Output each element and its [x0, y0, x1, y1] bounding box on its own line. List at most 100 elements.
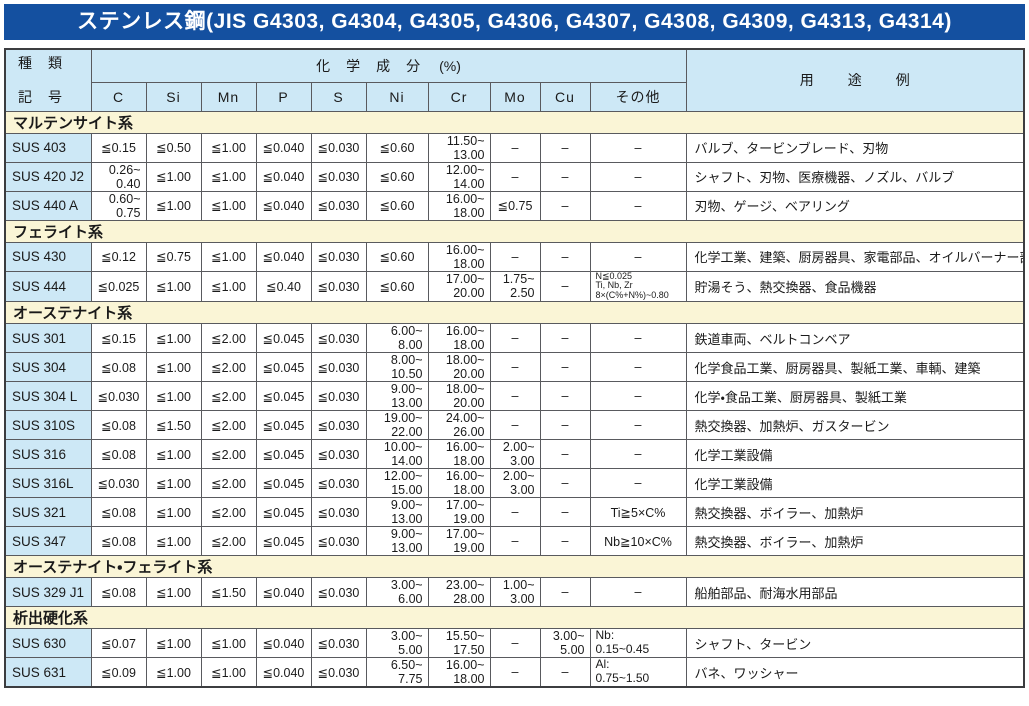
cell-c: ≦0.08 — [90, 526, 147, 557]
cell-other: – — [589, 190, 687, 221]
usage: 貯湯そう、熱交換器、食品機器 — [685, 270, 1025, 303]
cell-si: ≦1.00 — [145, 468, 202, 499]
kind-top-label: 種 類 — [18, 55, 63, 72]
cell-c: ≦0.15 — [90, 323, 147, 354]
cell-cu: – — [539, 352, 591, 383]
cell-p: ≦0.040 — [255, 190, 312, 221]
col-header-その他: その他 — [589, 81, 687, 112]
cell-c: 0.60~ 0.75 — [90, 190, 147, 221]
cell-ni: 6.00~ 8.00 — [365, 323, 429, 354]
cell-p: ≦0.40 — [255, 270, 312, 303]
cell-si: ≦1.00 — [145, 577, 202, 608]
cell-s: ≦0.030 — [310, 381, 367, 412]
col-header-cu: Cu — [539, 81, 591, 112]
cell-mn: ≦2.00 — [200, 468, 257, 499]
cell-s: ≦0.030 — [310, 526, 367, 557]
cell-si: ≦1.00 — [145, 497, 202, 528]
cell-ni: ≦0.60 — [365, 132, 429, 163]
table-body: マルテンサイト系 SUS 403 ≦0.15 ≦0.50 ≦1.00 ≦0.040 ≦0.0… — [4, 110, 1025, 688]
cell-ni: ≦0.60 — [365, 161, 429, 192]
cell-si: ≦1.00 — [145, 270, 202, 303]
cell-cr: 16.00~ 18.00 — [427, 468, 491, 499]
cell-cr: 17.00~ 20.00 — [427, 270, 491, 303]
cell-cr: 23.00~ 28.00 — [427, 577, 491, 608]
table-row: SUS 321 ≦0.08 ≦1.00 ≦2.00 ≦0.045 ≦0.030 9.00~ 1… — [4, 497, 1025, 528]
cell-mo: 2.00~ 3.00 — [489, 468, 541, 499]
cell-other: – — [589, 161, 687, 192]
cell-p: ≦0.045 — [255, 497, 312, 528]
cell-c: ≦0.07 — [90, 628, 147, 659]
cell-si: ≦1.00 — [145, 161, 202, 192]
usage: シャフト、刃物、医療機器、ノズル、バルブ — [685, 161, 1025, 192]
grade-code: SUS 444 — [4, 270, 92, 303]
cell-si: ≦0.75 — [145, 241, 202, 272]
cell-mn: ≦1.00 — [200, 241, 257, 272]
cell-ni: 10.00~ 14.00 — [365, 439, 429, 470]
cell-s: ≦0.030 — [310, 270, 367, 303]
cell-cr: 17.00~ 19.00 — [427, 526, 491, 557]
cell-mn: ≦1.00 — [200, 132, 257, 163]
cell-ni: 9.00~ 13.00 — [365, 497, 429, 528]
cell-cr: 16.00~ 18.00 — [427, 657, 491, 688]
cell-mo: – — [489, 381, 541, 412]
chem-columns-row: C Si Mn P S Ni Cr Mo Cu その他 — [5, 81, 1024, 112]
cell-p: ≦0.045 — [255, 352, 312, 383]
section-row: フェライト系 — [4, 219, 1025, 243]
cell-mn: ≦1.00 — [200, 270, 257, 303]
cell-ni: 9.00~ 13.00 — [365, 381, 429, 412]
cell-si: ≦1.00 — [145, 526, 202, 557]
cell-mo: ≦0.75 — [489, 190, 541, 221]
cell-cu: – — [539, 323, 591, 354]
section-title: フェライト系 — [4, 219, 1025, 243]
cell-p: ≦0.040 — [255, 628, 312, 659]
stainless-steel-table: 種 類 記 号 化 学 成 分 (%) 用 途 例 C Si Mn P S Ni Cr Mo Cu… — [4, 48, 1025, 689]
cell-p: ≦0.045 — [255, 439, 312, 470]
usage: 鉄道車両、ベルトコンベア — [685, 323, 1025, 354]
section-title: オーステナイト系 — [4, 301, 1025, 325]
table-row: SUS 304 ≦0.08 ≦1.00 ≦2.00 ≦0.045 ≦0.030 8.00~ 1… — [4, 352, 1025, 383]
cell-other: – — [589, 132, 687, 163]
cell-cr: 16.00~ 18.00 — [427, 439, 491, 470]
cell-s: ≦0.030 — [310, 439, 367, 470]
cell-other: – — [589, 381, 687, 412]
cell-s: ≦0.030 — [310, 410, 367, 441]
usage: 化学工業、建築、厨房器具、家電部品、オイルバーナー部品 — [685, 241, 1025, 272]
usage: 熱交換器、ボイラー、加熱炉 — [685, 497, 1025, 528]
grade-code: SUS 301 — [4, 323, 92, 354]
cell-mo: 1.00~ 3.00 — [489, 577, 541, 608]
cell-ni: 12.00~ 15.00 — [365, 468, 429, 499]
cell-cu: – — [539, 410, 591, 441]
grade-code: SUS 316 — [4, 439, 92, 470]
cell-cr: 24.00~ 26.00 — [427, 410, 491, 441]
usage: 船舶部品、耐海水用部品 — [685, 577, 1025, 608]
cell-cu: – — [539, 270, 591, 303]
cell-si: ≦0.50 — [145, 132, 202, 163]
cell-s: ≦0.030 — [310, 577, 367, 608]
grade-code: SUS 316L — [4, 468, 92, 499]
cell-cr: 16.00~ 18.00 — [427, 323, 491, 354]
cell-mo: 1.75~ 2.50 — [489, 270, 541, 303]
cell-s: ≦0.030 — [310, 323, 367, 354]
grade-code: SUS 430 — [4, 241, 92, 272]
table-row: SUS 444 ≦0.025 ≦1.00 ≦1.00 ≦0.40 ≦0.030 ≦0.60 1… — [4, 270, 1025, 303]
cell-cu: – — [539, 161, 591, 192]
cell-ni: 3.00~ 6.00 — [365, 577, 429, 608]
cell-cr: 18.00~ 20.00 — [427, 381, 491, 412]
cell-cr: 12.00~ 14.00 — [427, 161, 491, 192]
cell-cu: – — [539, 439, 591, 470]
cell-ni: ≦0.60 — [365, 270, 429, 303]
col-header-si: Si — [145, 81, 202, 112]
usage: 化学食品工業、厨房器具、製紙工業、車輌、建築 — [685, 352, 1025, 383]
cell-p: ≦0.045 — [255, 410, 312, 441]
cell-p: ≦0.045 — [255, 381, 312, 412]
cell-cr: 16.00~ 18.00 — [427, 241, 491, 272]
section-title: マルテンサイト系 — [4, 110, 1025, 134]
cell-mn: ≦1.50 — [200, 577, 257, 608]
cell-mo: – — [489, 352, 541, 383]
cell-other: Nb≧10×C% — [589, 526, 687, 557]
cell-p: ≦0.045 — [255, 526, 312, 557]
cell-cr: 17.00~ 19.00 — [427, 497, 491, 528]
grade-code: SUS 304 — [4, 352, 92, 383]
cell-si: ≦1.00 — [145, 657, 202, 688]
usage: 刃物、ゲージ、ベアリング — [685, 190, 1025, 221]
